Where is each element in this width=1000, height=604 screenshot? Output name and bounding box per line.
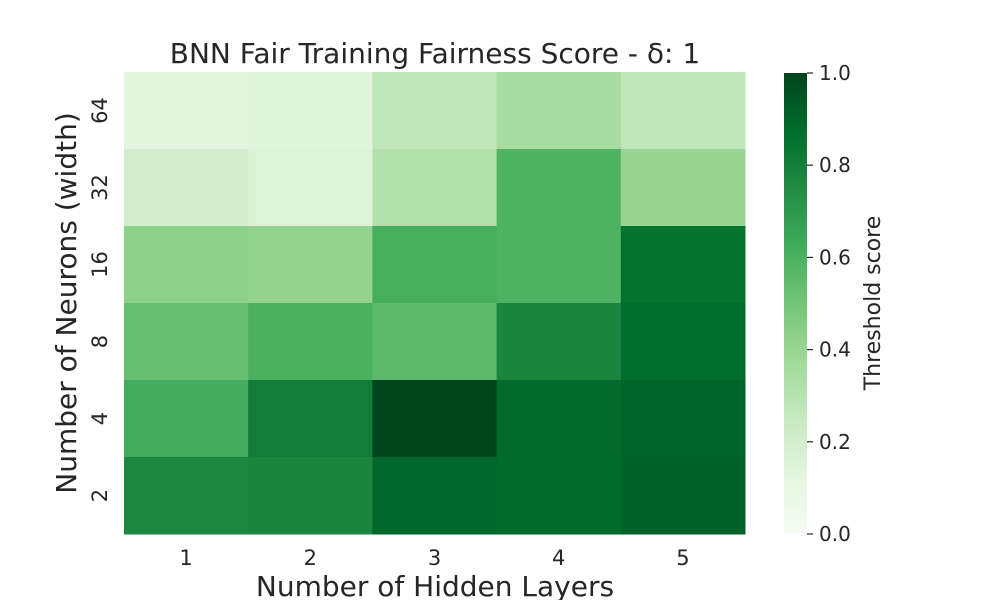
heatmap-cell-16-2: [248, 226, 373, 304]
colorbar-tick-label: 0.6: [819, 245, 851, 269]
heatmap-cells: [124, 72, 746, 535]
heatmap-cell-8-5: [620, 303, 746, 381]
colorbar-label: Threshold score: [861, 216, 886, 392]
x-tick-label: 2: [304, 546, 317, 570]
y-tick-label: 16: [88, 251, 112, 278]
heatmap-cell-4-4: [496, 380, 622, 458]
heatmap-cell-2-3: [372, 457, 498, 535]
y-tick-label: 32: [88, 174, 112, 201]
heatmap-cell-2-1: [124, 457, 249, 535]
heatmap-cell-16-4: [496, 226, 622, 304]
y-axis-ticks: 64 32 16 8 4 2: [88, 97, 112, 502]
x-tick-label: 4: [552, 546, 565, 570]
x-axis-ticks: 1 2 3 4 5: [179, 546, 689, 570]
heatmap-cell-64-1: [124, 72, 249, 150]
heatmap-cell-64-5: [620, 72, 746, 150]
x-tick-label: 3: [428, 546, 441, 570]
heatmap-cell-2-4: [496, 457, 622, 535]
heatmap-cell-2-2: [248, 457, 373, 535]
y-tick-label: 64: [88, 97, 112, 124]
heatmap-cell-64-3: [372, 72, 498, 150]
heatmap-cell-4-3: [372, 380, 498, 458]
heatmap-cell-2-5: [620, 457, 746, 535]
heatmap-cell-8-4: [496, 303, 622, 381]
heatmap-cell-32-3: [372, 149, 498, 227]
heatmap-cell-32-2: [248, 149, 373, 227]
heatmap-cell-8-2: [248, 303, 373, 381]
colorbar-ticks: 0.0 0.2 0.4 0.6 0.8 1.0: [807, 61, 851, 546]
colorbar-tick-label: 1.0: [819, 61, 851, 85]
heatmap-cell-32-4: [496, 149, 622, 227]
heatmap-cell-64-4: [496, 72, 622, 150]
heatmap-cell-4-2: [248, 380, 373, 458]
heatmap-cell-8-1: [124, 303, 249, 381]
heatmap-cell-32-1: [124, 149, 249, 227]
heatmap-cell-16-3: [372, 226, 498, 304]
colorbar: [784, 73, 807, 534]
heatmap-cell-32-5: [620, 149, 746, 227]
y-tick-label: 4: [88, 412, 112, 425]
heatmap-cell-8-3: [372, 303, 498, 381]
colorbar-tick-label: 0.4: [819, 338, 851, 362]
colorbar-tick-label: 0.8: [819, 153, 851, 177]
heatmap-cell-16-1: [124, 226, 249, 304]
heatmap-cell-4-1: [124, 380, 249, 458]
chart-title: BNN Fair Training Fairness Score - δ: 1: [170, 37, 700, 70]
x-tick-label: 1: [179, 546, 192, 570]
x-axis-label: Number of Hidden Layers: [256, 570, 614, 600]
y-tick-label: 2: [88, 489, 112, 502]
heatmap-cell-4-5: [620, 380, 746, 458]
y-axis-label: Number of Neurons (width): [50, 112, 83, 493]
heatmap-cell-16-5: [620, 226, 746, 304]
colorbar-tick-label: 0.2: [819, 430, 851, 454]
x-tick-label: 5: [676, 546, 689, 570]
colorbar-tick-label: 0.0: [819, 522, 851, 546]
heatmap-cell-64-2: [248, 72, 373, 150]
y-tick-label: 8: [88, 335, 112, 348]
